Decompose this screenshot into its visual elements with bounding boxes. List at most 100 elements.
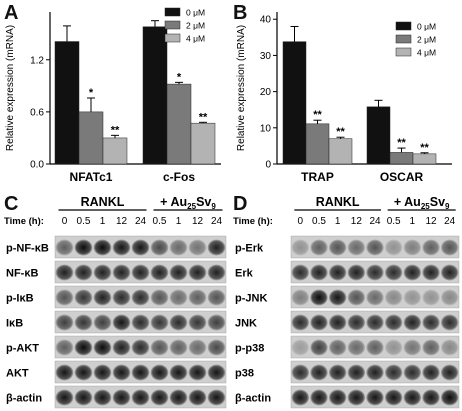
blot-band <box>93 264 112 281</box>
blot-band <box>150 264 169 281</box>
blot-band <box>366 239 384 256</box>
blot-band <box>310 389 328 406</box>
blot-band <box>422 364 440 381</box>
panel-letter-a: A <box>4 2 19 24</box>
group-label-rankl: RANKL <box>316 195 360 209</box>
blot-row-label: Erk <box>235 268 254 280</box>
blot-band <box>112 389 131 406</box>
blot-panel-c: RANKL + Au25Sv9 Time (h): 0 0.5 1 12 24 0.5 1 12 24… <box>4 195 227 409</box>
blot-band <box>55 289 74 306</box>
legend-swatch <box>164 20 181 30</box>
blot-band <box>422 314 440 331</box>
blot-band <box>347 314 366 331</box>
y-tick-label: 0.6 <box>30 107 44 118</box>
blot-band <box>169 314 188 331</box>
y-tick-label: 0 <box>265 160 271 171</box>
blot-band <box>169 364 188 381</box>
blot-band <box>440 289 459 306</box>
blot-band <box>310 314 328 331</box>
time-point-label: 0.5 <box>312 216 326 227</box>
blot-row-label: β-actin <box>6 393 42 405</box>
blot-band <box>291 289 310 306</box>
time-point-label: 0.5 <box>387 216 401 227</box>
blot-band <box>328 239 347 256</box>
blot-band <box>384 364 403 381</box>
bar-trap-0 <box>282 41 307 165</box>
bar-nfatc1-2 <box>102 137 128 165</box>
bar-oscar-0 <box>366 106 391 165</box>
legend-swatch <box>164 7 181 17</box>
significance-mark: ** <box>111 124 120 136</box>
blot-band <box>403 264 422 281</box>
blot-band <box>291 264 310 281</box>
legend-label: 0 μM <box>186 8 205 18</box>
time-label: Time (h): <box>4 216 44 227</box>
blot-band <box>347 389 366 406</box>
blot-band <box>328 314 347 331</box>
blot-band <box>188 314 207 331</box>
blot-band <box>93 289 112 306</box>
blot-band <box>74 289 93 306</box>
legend-swatch <box>395 47 412 57</box>
blot-band <box>347 339 366 356</box>
blot-band <box>347 364 366 381</box>
blot-band <box>347 289 366 306</box>
time-point-label: 12 <box>116 216 128 227</box>
blot-band <box>93 364 112 381</box>
legend-swatch <box>395 34 412 44</box>
blot-band <box>131 264 150 281</box>
bar-trap-2 <box>328 138 353 165</box>
blot-band <box>131 239 150 256</box>
y-tick-label: 20 <box>260 87 272 98</box>
significance-mark: ** <box>397 137 406 149</box>
blot-band <box>328 339 347 356</box>
group-label-rankl: RANKL <box>81 195 125 209</box>
blot-band <box>422 389 440 406</box>
time-point-label: 12 <box>425 216 437 227</box>
blot-band <box>384 264 403 281</box>
blot-band <box>310 289 328 306</box>
blot-row-label: AKT <box>6 368 29 380</box>
blot-band <box>112 314 131 331</box>
blot-band <box>384 314 403 331</box>
panel-letter-c: C <box>4 193 19 215</box>
legend-swatch <box>395 21 412 31</box>
time-point-label: 12 <box>192 216 204 227</box>
blot-band <box>74 264 93 281</box>
time-point-label: 1 <box>176 216 182 227</box>
blot-band <box>169 264 188 281</box>
blot-band <box>131 339 150 356</box>
blot-band <box>384 339 403 356</box>
significance-mark: ** <box>199 111 208 123</box>
blot-band <box>347 239 366 256</box>
y-tick-label: 0.0 <box>30 160 44 171</box>
blot-band <box>291 364 310 381</box>
category-label-c-fos: c-Fos <box>163 170 195 184</box>
legend-label: 4 μM <box>186 34 205 44</box>
blot-band <box>366 264 384 281</box>
blot-band <box>291 239 310 256</box>
blot-band <box>207 339 226 356</box>
blot-band <box>112 289 131 306</box>
blot-band <box>422 289 440 306</box>
time-point-label: 1 <box>100 216 106 227</box>
blot-row-label: p-p38 <box>235 343 264 355</box>
blot-band <box>93 314 112 331</box>
blot-row-label: NF-κB <box>6 268 38 280</box>
y-axis-label: Relative expression (mRNA) <box>5 25 16 151</box>
legend-label: 2 μM <box>417 35 436 45</box>
blot-band <box>440 339 459 356</box>
bar-c-fos-0 <box>142 26 168 165</box>
y-tick-label: 10 <box>260 123 272 134</box>
blot-band <box>366 314 384 331</box>
blot-row-label: p-Erk <box>235 243 264 255</box>
blot-band <box>384 389 403 406</box>
time-point-label: 12 <box>351 216 363 227</box>
blot-band <box>440 239 459 256</box>
blot-band <box>74 389 93 406</box>
blot-band <box>366 364 384 381</box>
time-point-label: 24 <box>369 216 381 227</box>
y-axis-label: Relative expression (mRNA) <box>236 25 247 151</box>
blot-band <box>384 289 403 306</box>
